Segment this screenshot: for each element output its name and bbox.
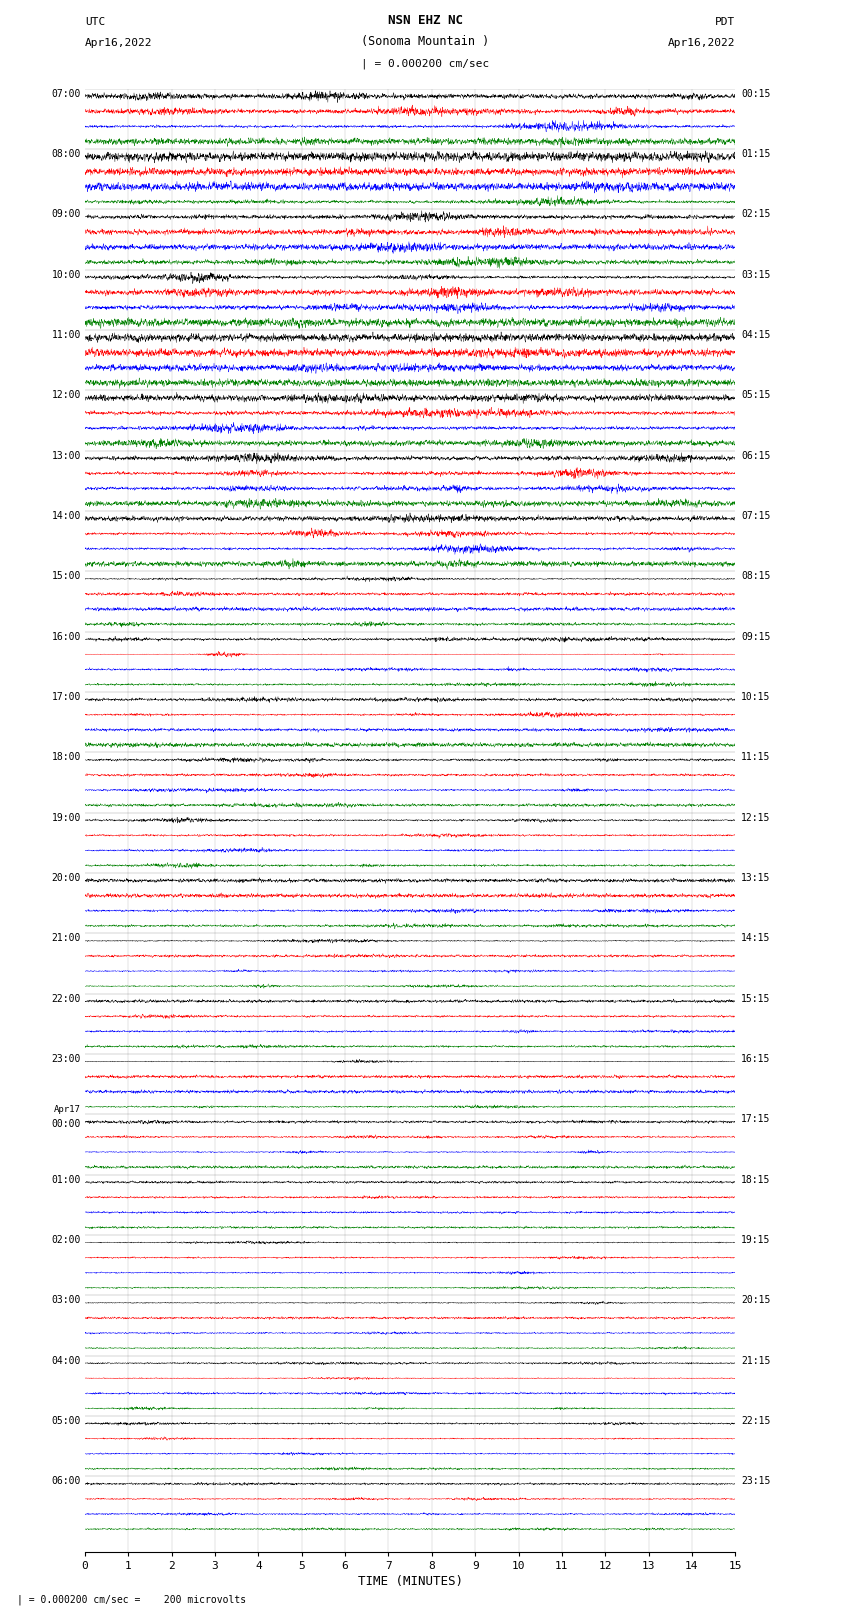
Text: 08:00: 08:00 [51, 148, 81, 160]
Text: 23:00: 23:00 [51, 1053, 81, 1065]
Text: 22:00: 22:00 [51, 994, 81, 1003]
Text: 11:15: 11:15 [741, 752, 771, 763]
Text: 06:00: 06:00 [51, 1476, 81, 1486]
Text: PDT: PDT [715, 18, 735, 27]
Text: 10:00: 10:00 [51, 269, 81, 279]
Text: 21:15: 21:15 [741, 1355, 771, 1366]
Text: 02:15: 02:15 [741, 210, 771, 219]
Text: 21:00: 21:00 [51, 934, 81, 944]
Text: 20:15: 20:15 [741, 1295, 771, 1305]
Text: UTC: UTC [85, 18, 105, 27]
Text: 11:00: 11:00 [51, 331, 81, 340]
Text: 02:00: 02:00 [51, 1236, 81, 1245]
Text: 14:00: 14:00 [51, 511, 81, 521]
Text: 09:15: 09:15 [741, 632, 771, 642]
Text: 01:00: 01:00 [51, 1174, 81, 1184]
Text: (Sonoma Mountain ): (Sonoma Mountain ) [361, 35, 489, 48]
Text: Apr16,2022: Apr16,2022 [668, 39, 735, 48]
Text: 01:15: 01:15 [741, 148, 771, 160]
Text: 12:15: 12:15 [741, 813, 771, 823]
Text: 19:15: 19:15 [741, 1236, 771, 1245]
Text: 16:00: 16:00 [51, 632, 81, 642]
Text: 08:15: 08:15 [741, 571, 771, 581]
Text: NSN EHZ NC: NSN EHZ NC [388, 15, 462, 27]
Text: 04:00: 04:00 [51, 1355, 81, 1366]
Text: Apr16,2022: Apr16,2022 [85, 39, 152, 48]
Text: 07:00: 07:00 [51, 89, 81, 98]
Text: 00:15: 00:15 [741, 89, 771, 98]
Text: 04:15: 04:15 [741, 331, 771, 340]
Text: 15:00: 15:00 [51, 571, 81, 581]
Text: 19:00: 19:00 [51, 813, 81, 823]
Text: 20:00: 20:00 [51, 873, 81, 882]
Text: 23:15: 23:15 [741, 1476, 771, 1486]
Text: 13:15: 13:15 [741, 873, 771, 882]
Text: | = 0.000200 cm/sec =    200 microvolts: | = 0.000200 cm/sec = 200 microvolts [17, 1594, 246, 1605]
Text: 05:00: 05:00 [51, 1416, 81, 1426]
Text: 14:15: 14:15 [741, 934, 771, 944]
X-axis label: TIME (MINUTES): TIME (MINUTES) [358, 1574, 462, 1587]
Text: | = 0.000200 cm/sec: | = 0.000200 cm/sec [361, 58, 489, 69]
Text: 18:00: 18:00 [51, 752, 81, 763]
Text: 12:00: 12:00 [51, 390, 81, 400]
Text: 03:15: 03:15 [741, 269, 771, 279]
Text: 03:00: 03:00 [51, 1295, 81, 1305]
Text: 22:15: 22:15 [741, 1416, 771, 1426]
Text: 05:15: 05:15 [741, 390, 771, 400]
Text: 17:00: 17:00 [51, 692, 81, 702]
Text: 13:00: 13:00 [51, 450, 81, 461]
Text: Apr17: Apr17 [54, 1105, 81, 1115]
Text: 10:15: 10:15 [741, 692, 771, 702]
Text: 06:15: 06:15 [741, 450, 771, 461]
Text: 09:00: 09:00 [51, 210, 81, 219]
Text: 15:15: 15:15 [741, 994, 771, 1003]
Text: 16:15: 16:15 [741, 1053, 771, 1065]
Text: 07:15: 07:15 [741, 511, 771, 521]
Text: 18:15: 18:15 [741, 1174, 771, 1184]
Text: 00:00: 00:00 [51, 1119, 81, 1129]
Text: 17:15: 17:15 [741, 1115, 771, 1124]
